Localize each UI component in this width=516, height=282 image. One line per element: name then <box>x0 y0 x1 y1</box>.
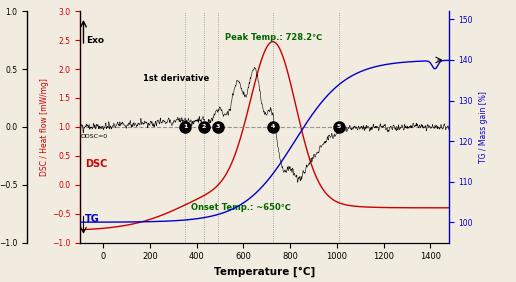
Text: DDSC=0: DDSC=0 <box>80 135 107 140</box>
Text: TG: TG <box>85 214 100 224</box>
Text: 1st derivative: 1st derivative <box>143 74 209 83</box>
Y-axis label: TG / Mass gain [%]: TG / Mass gain [%] <box>479 91 488 163</box>
Text: 1: 1 <box>183 124 187 129</box>
Text: 3: 3 <box>216 124 220 129</box>
Text: Peak Temp.: 728.2℃: Peak Temp.: 728.2℃ <box>224 33 322 42</box>
Text: Onset Temp.: ~650℃: Onset Temp.: ~650℃ <box>191 203 291 212</box>
Text: Exo: Exo <box>86 36 104 45</box>
Text: 5: 5 <box>337 124 342 129</box>
Text: 2: 2 <box>202 124 206 129</box>
Y-axis label: DSC / Heat flow [mW/mg]: DSC / Heat flow [mW/mg] <box>40 78 49 176</box>
Text: DSC: DSC <box>85 159 107 169</box>
Text: 4: 4 <box>271 124 276 129</box>
X-axis label: Temperature [°C]: Temperature [°C] <box>214 267 315 277</box>
